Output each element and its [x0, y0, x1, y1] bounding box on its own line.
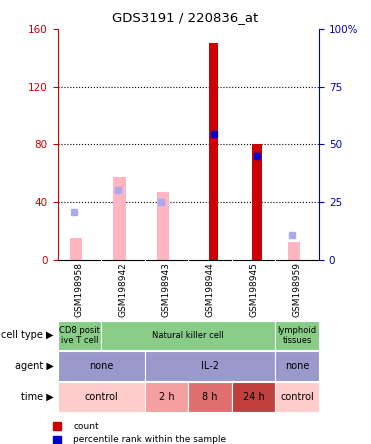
Text: percentile rank within the sample: percentile rank within the sample [73, 436, 227, 444]
Text: count: count [73, 421, 99, 431]
Text: cell type ▶: cell type ▶ [1, 330, 54, 341]
Bar [58, 382, 145, 412]
Text: CD8 posit
ive T cell: CD8 posit ive T cell [59, 326, 100, 345]
Bar [145, 382, 188, 412]
Text: IL-2: IL-2 [201, 361, 219, 371]
Bar [276, 351, 319, 381]
Text: 8 h: 8 h [202, 392, 218, 402]
Text: GSM198944: GSM198944 [206, 262, 214, 317]
Text: control: control [280, 392, 314, 402]
Text: GSM198942: GSM198942 [118, 262, 127, 317]
Text: GSM198945: GSM198945 [249, 262, 258, 317]
Bar [276, 382, 319, 412]
Bar [157, 192, 169, 260]
Text: none: none [285, 361, 309, 371]
Bar [288, 242, 300, 260]
Bar [209, 43, 219, 260]
Text: none: none [89, 361, 113, 371]
Text: GSM198958: GSM198958 [75, 262, 84, 317]
Text: agent ▶: agent ▶ [15, 361, 54, 371]
Bar [113, 178, 125, 260]
Text: lymphoid
tissues: lymphoid tissues [278, 326, 317, 345]
Bar [276, 321, 319, 350]
Text: 2 h: 2 h [159, 392, 174, 402]
Text: GSM198943: GSM198943 [162, 262, 171, 317]
Bar [70, 238, 82, 260]
Text: GDS3191 / 220836_at: GDS3191 / 220836_at [112, 11, 259, 24]
Text: GSM198959: GSM198959 [293, 262, 302, 317]
Text: time ▶: time ▶ [21, 392, 54, 402]
Text: Natural killer cell: Natural killer cell [152, 331, 224, 340]
Bar [188, 382, 232, 412]
Bar [252, 144, 262, 260]
Text: 24 h: 24 h [243, 392, 265, 402]
Bar [101, 321, 275, 350]
Bar [232, 382, 275, 412]
Text: control: control [84, 392, 118, 402]
Bar [145, 351, 275, 381]
Bar [58, 351, 145, 381]
Bar [58, 321, 101, 350]
